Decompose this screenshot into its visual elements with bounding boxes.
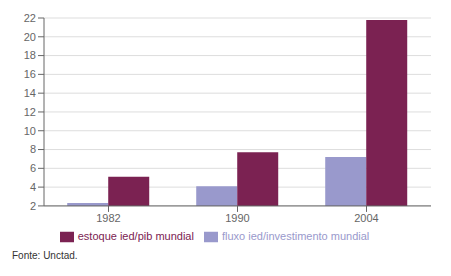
svg-text:12: 12: [24, 106, 36, 118]
svg-text:22: 22: [24, 12, 36, 24]
svg-text:16: 16: [24, 68, 36, 80]
svg-text:2004: 2004: [354, 212, 378, 224]
html-text:fluxo ied/investimento mundial: fluxo ied/investimento mundial: [221, 229, 370, 242]
html-text:estoque ied/pib mundial: estoque ied/pib mundial: [77, 229, 194, 242]
svg-text:6: 6: [30, 162, 36, 174]
svg-text:4: 4: [30, 181, 36, 193]
svg-text:10: 10: [24, 125, 36, 137]
svg-text:18: 18: [24, 49, 36, 61]
svg-text:20: 20: [24, 31, 36, 43]
svg-text:2: 2: [30, 200, 36, 212]
svg-text:14: 14: [24, 87, 36, 99]
svg-text:1990: 1990: [225, 212, 249, 224]
svg-text:1982: 1982: [96, 212, 120, 224]
svg-text:8: 8: [30, 143, 36, 155]
html-text:Fonte: Unctad.: Fonte: Unctad.: [12, 250, 78, 261]
